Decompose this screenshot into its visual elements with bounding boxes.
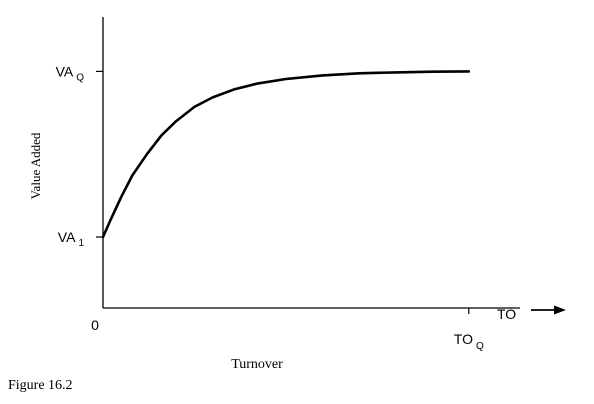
plot-area: VA 1 VA Q TO Q xyxy=(56,17,566,352)
y-tick-label-0: VA 1 xyxy=(58,229,85,249)
y-axis-label: Value Added xyxy=(28,132,43,199)
figure-caption: Figure 16.2 xyxy=(8,378,73,393)
x-tick-label-0: TO Q xyxy=(454,331,484,352)
axis-ticks: VA 1 VA Q TO Q xyxy=(56,63,484,352)
x-axis-label: Turnover xyxy=(231,357,283,372)
x-axis-end-label: TO xyxy=(497,306,516,322)
value-added-curve xyxy=(101,70,471,239)
x-axis-arrow-icon xyxy=(531,305,566,315)
origin-label: 0 xyxy=(91,317,99,333)
y-tick-label-1: VA Q xyxy=(56,63,85,83)
